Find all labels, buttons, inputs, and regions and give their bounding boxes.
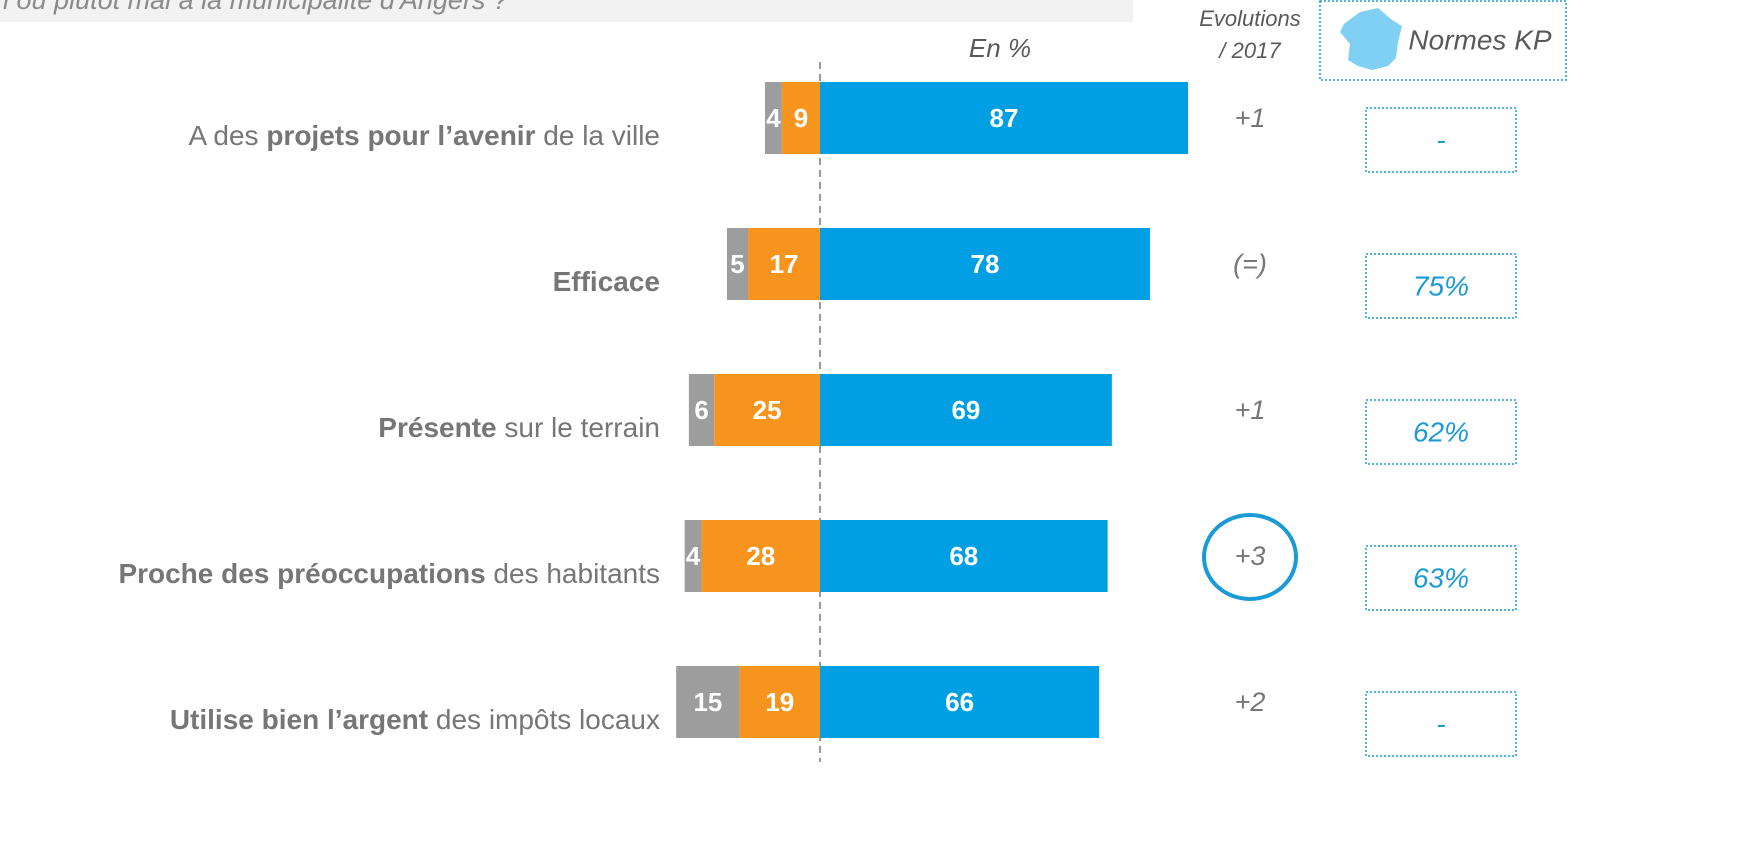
value-label: 25 bbox=[753, 395, 782, 425]
norms-header: Normes KP bbox=[1408, 24, 1551, 55]
norm-value: 63% bbox=[1413, 562, 1469, 593]
norm-box bbox=[1365, 691, 1517, 757]
question-band bbox=[0, 0, 1133, 22]
question: n ou plutôt mal à la municipalité d'Ange… bbox=[0, 0, 508, 15]
bar-segment bbox=[739, 666, 820, 738]
norm-box bbox=[1365, 107, 1517, 173]
bar-segment bbox=[684, 520, 702, 592]
bar-segment bbox=[820, 520, 1108, 592]
category-label: Efficace bbox=[553, 266, 660, 297]
value-label: 28 bbox=[746, 541, 775, 571]
bar-segment bbox=[714, 374, 820, 446]
category-label: Présente sur le terrain bbox=[378, 412, 660, 443]
norm-value: - bbox=[1436, 124, 1445, 155]
label-part: Utilise bien l’argent bbox=[170, 704, 428, 735]
category-label: A des projets pour l’avenir de la ville bbox=[188, 120, 660, 151]
label-part: des habitants bbox=[486, 558, 660, 589]
value-label: 19 bbox=[765, 687, 794, 717]
bar-segment bbox=[765, 82, 782, 154]
label-part: Efficace bbox=[553, 266, 660, 297]
evolution: (=) bbox=[1233, 249, 1267, 279]
bar-segment bbox=[781, 82, 820, 154]
value-label: 9 bbox=[794, 103, 808, 133]
category-label: Utilise bien l’argent des impôts locaux bbox=[170, 704, 660, 735]
value-label: 69 bbox=[951, 395, 980, 425]
label-part: projets pour l’avenir bbox=[266, 120, 535, 151]
bar-segment bbox=[726, 228, 749, 300]
label-part: des impôts locaux bbox=[428, 704, 660, 735]
evolution: +1 bbox=[1235, 395, 1266, 425]
value-label: 4 bbox=[686, 541, 701, 571]
value-label: 66 bbox=[945, 687, 974, 717]
value-label: 17 bbox=[770, 249, 799, 279]
label-part: A des bbox=[188, 120, 266, 151]
norm-box bbox=[1365, 545, 1517, 611]
highlight-circle bbox=[1202, 513, 1298, 601]
evolution: +2 bbox=[1235, 687, 1266, 717]
label-part: Proche des préoccupations bbox=[118, 558, 485, 589]
label-part: sur le terrain bbox=[497, 412, 660, 443]
label-part: de la ville bbox=[535, 120, 660, 151]
label-part: Présente bbox=[378, 412, 496, 443]
evolution-header: Evolutions bbox=[1199, 6, 1301, 31]
bar-segment bbox=[820, 228, 1150, 300]
norm-box bbox=[1365, 253, 1517, 319]
value-label: 15 bbox=[693, 687, 722, 717]
bar-segment bbox=[688, 374, 715, 446]
norm-box bbox=[1365, 399, 1517, 465]
bar-segment bbox=[820, 374, 1112, 446]
evolution-header: / 2017 bbox=[1217, 38, 1281, 63]
value-label: 6 bbox=[694, 395, 708, 425]
evolution: +1 bbox=[1235, 103, 1266, 133]
value-label: 68 bbox=[949, 541, 978, 571]
value-label: 87 bbox=[990, 103, 1019, 133]
norms-header-box bbox=[1319, 0, 1567, 81]
value-label: 5 bbox=[730, 249, 744, 279]
france-icon bbox=[1340, 8, 1402, 70]
bar-segment bbox=[701, 520, 820, 592]
unit-note: En % bbox=[969, 33, 1031, 63]
value-label: 78 bbox=[971, 249, 1000, 279]
norm-value: 75% bbox=[1413, 270, 1469, 301]
bar-segment bbox=[820, 666, 1100, 738]
bar-segment bbox=[748, 228, 820, 300]
norm-value: 62% bbox=[1413, 416, 1469, 447]
evolution: +3 bbox=[1235, 541, 1266, 571]
category-label: Proche des préoccupations des habitants bbox=[118, 558, 660, 589]
value-label: 4 bbox=[766, 103, 781, 133]
bar-segment bbox=[676, 666, 740, 738]
norm-value: - bbox=[1436, 708, 1445, 739]
bar-segment bbox=[820, 82, 1189, 154]
